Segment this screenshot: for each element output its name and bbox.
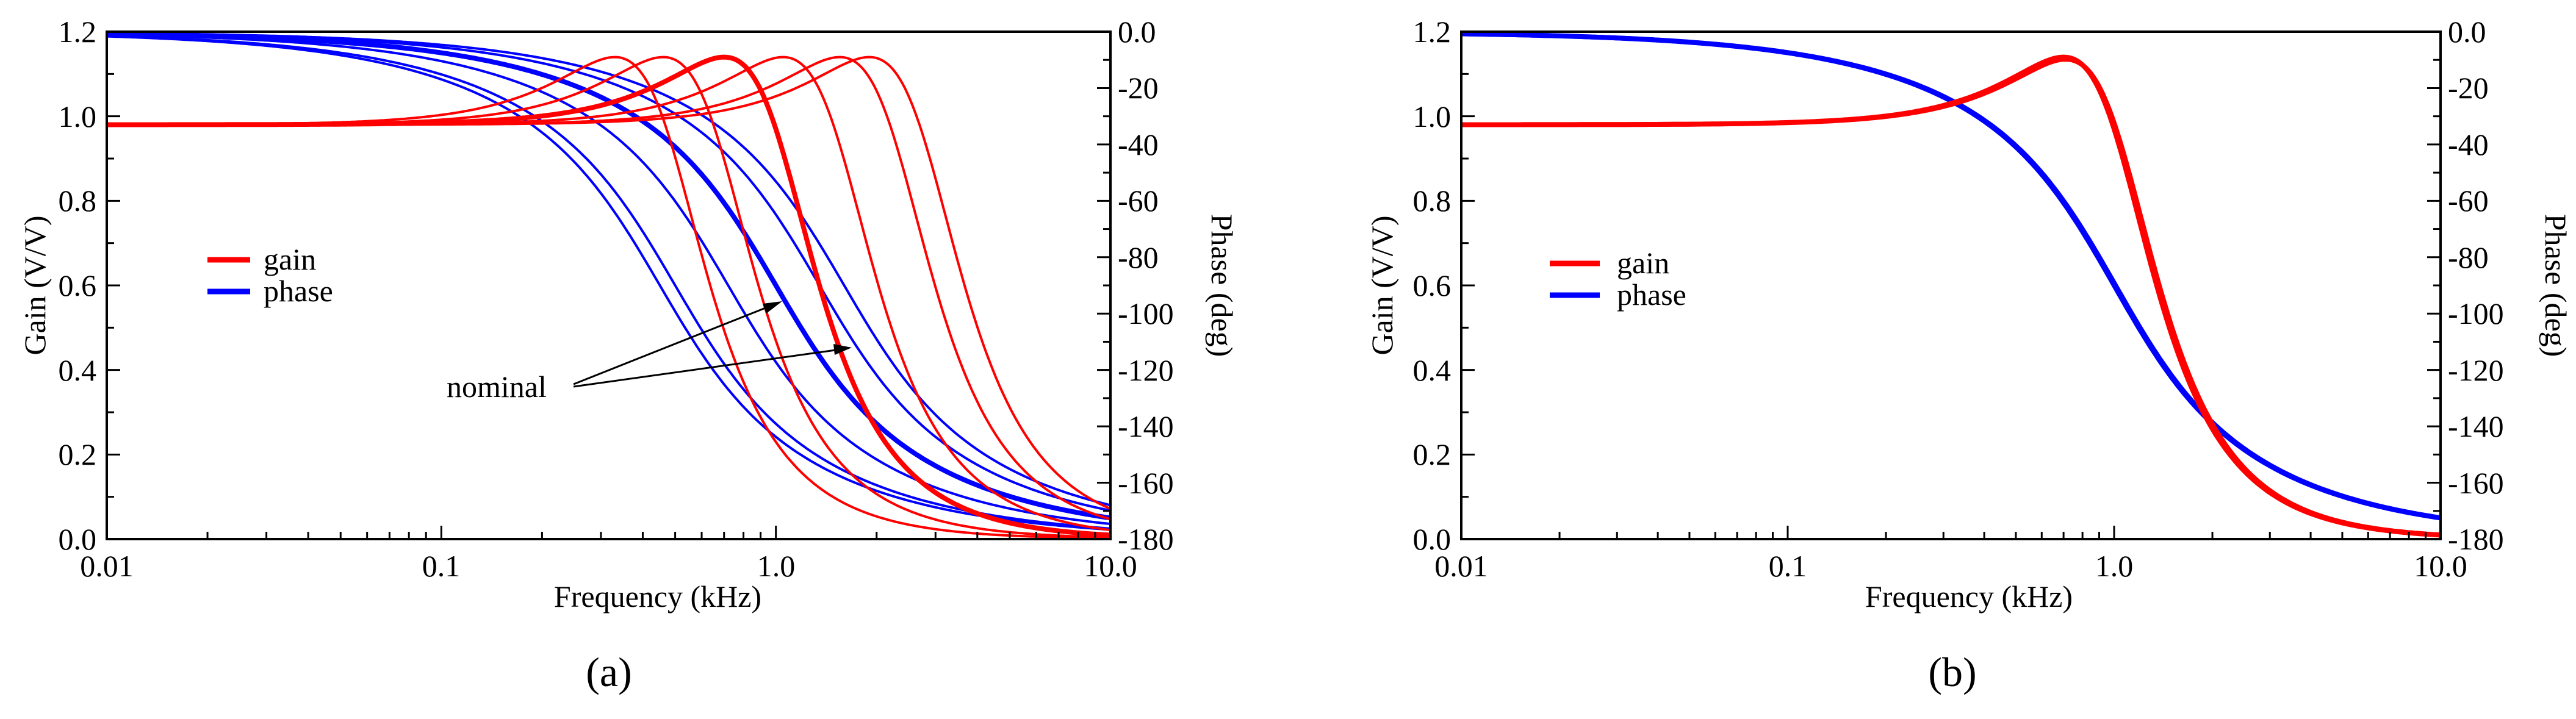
panel-a-ytick-label: 0.0 xyxy=(59,522,97,556)
panel-b-ytick-right-label: -80 xyxy=(2448,240,2489,274)
panel-b-plot-frame xyxy=(1460,30,2442,540)
panel-a-gain-6-line xyxy=(107,55,1111,510)
panel-a: 0.01 0.1 1.0 10.0 0.0 0.2 0.4 0.6 0.8 1.… xyxy=(18,15,1239,695)
panel-b-ytick-label: 0.8 xyxy=(1413,184,1452,218)
panel-a-ytick-label: 0.2 xyxy=(59,437,97,471)
panel-b-ytick-label: 0.0 xyxy=(1413,522,1452,556)
panel-a-ytick-right-label: -40 xyxy=(1118,127,1159,162)
panel-a-phase-3-line xyxy=(106,33,1111,526)
panel-b-ytick-right-label: -160 xyxy=(2448,466,2504,500)
panel-a-ytick-right-label: -140 xyxy=(1118,409,1174,443)
panel-b-ytick-label: 0.2 xyxy=(1413,437,1452,471)
panel-b: 0.01 0.1 1.0 10.0 0.0 0.2 0.4 0.6 0.8 1.… xyxy=(1365,15,2573,695)
panel-b-xtick-label: 0.01 xyxy=(1434,549,1488,583)
panel-b-ytick-label: 0.4 xyxy=(1413,353,1452,387)
panel-a-ytick-label: 1.0 xyxy=(59,99,97,134)
panel-a-ytick-right-label: -120 xyxy=(1118,353,1174,387)
panel-a-ytick-right-label: -80 xyxy=(1118,240,1159,274)
panel-a-ytick-right-label: -60 xyxy=(1118,184,1159,218)
panel-a-annotation-arrowhead-1 xyxy=(763,301,782,313)
panel-a-annotation-text: nominal xyxy=(447,370,547,404)
panel-a-gain-1-line xyxy=(107,55,1111,540)
panel-b-ytick-label: 1.2 xyxy=(1413,15,1452,49)
panel-a-ylabel: Gain (V/V) xyxy=(18,215,52,355)
panel-a-ytick-label: 1.2 xyxy=(59,15,97,49)
panel-a-ytick-label: 0.4 xyxy=(59,353,97,387)
panel-a-xtick-label: 0.01 xyxy=(80,549,134,583)
panel-b-xtick-label: 1.0 xyxy=(2095,549,2134,583)
panel-b-gain-a-line xyxy=(1461,54,2441,538)
panel-b-legend: gain phase xyxy=(1550,246,1686,312)
panel-a-ytick-right-label: -100 xyxy=(1118,296,1174,331)
panel-b-xtick-label: 0.1 xyxy=(1769,549,1807,583)
panel-b-label: (b) xyxy=(1928,649,1976,695)
panel-b-ytick-right-label: -140 xyxy=(2448,409,2504,443)
panel-a-legend-phase-label: phase xyxy=(264,274,333,308)
panel-a-ylabel-right: Phase (deg) xyxy=(1205,214,1239,357)
panel-a-nominal-annotation: nominal xyxy=(447,301,852,404)
panel-a-ytick-right-label: -20 xyxy=(1118,71,1159,105)
panel-a-phase-4-line xyxy=(106,31,1111,521)
panel-b-ytick-right-label: -40 xyxy=(2448,127,2489,162)
panel-b-ytick-right-label: 0.0 xyxy=(2448,15,2486,49)
panel-b-phase-b-line xyxy=(1461,31,2441,521)
panel-a-gain-2-line xyxy=(107,55,1111,539)
panel-b-ytick-right-label: -100 xyxy=(2448,296,2504,331)
panel-a-label: (a) xyxy=(586,649,631,695)
panel-a-curves xyxy=(106,31,1111,540)
panel-b-ylabel-right: Phase (deg) xyxy=(2539,214,2573,357)
panel-a-legend: gain phase xyxy=(207,242,333,308)
panel-a-legend-gain-label: gain xyxy=(264,242,316,276)
panel-b-xlabel: Frequency (kHz) xyxy=(1865,579,2073,613)
panel-b-curves xyxy=(1461,31,2441,538)
panel-a-annotation-arrow-1 xyxy=(573,302,777,385)
panel-a-ytick-right-label: -180 xyxy=(1118,522,1174,556)
panel-a-ytick-right-label: -160 xyxy=(1118,466,1174,500)
panel-b-ticks xyxy=(1460,30,2442,540)
panel-a-ytick-right-label: 0.0 xyxy=(1118,15,1156,49)
panel-b-ytick-right-label: -60 xyxy=(2448,184,2489,218)
panel-a-annotation-arrow-2 xyxy=(573,348,845,388)
panel-a-phase-6-line xyxy=(107,32,1111,507)
panel-b-ylabel: Gain (V/V) xyxy=(1365,215,1399,355)
panel-a-ytick-label: 0.8 xyxy=(59,184,97,218)
panel-a-xlabel: Frequency (kHz) xyxy=(554,579,761,613)
panel-a-xtick-label: 0.1 xyxy=(422,549,461,583)
panel-b-ytick-right-label: -20 xyxy=(2448,71,2489,105)
panel-a-gain-4-line xyxy=(107,55,1111,532)
panel-b-legend-phase-label: phase xyxy=(1617,277,1686,312)
panel-b-ytick-right-label: -180 xyxy=(2448,522,2504,556)
panel-b-ytick-right-label: -120 xyxy=(2448,353,2504,387)
panel-b-xtick-label: 10.0 xyxy=(2414,549,2467,583)
panel-a-xtick-label: 1.0 xyxy=(757,549,796,583)
panel-a-annotation-arrowhead-2 xyxy=(833,344,852,355)
panel-a-phase-1-line xyxy=(106,35,1111,531)
panel-b-ytick-label: 1.0 xyxy=(1413,99,1452,134)
panel-b-legend-gain-label: gain xyxy=(1617,246,1669,280)
panel-b-gain-b-line xyxy=(1461,57,2441,538)
panel-a-xtick-label: 10.0 xyxy=(1084,549,1137,583)
panel-a-phase-2-line xyxy=(106,34,1111,530)
panel-a-ticks xyxy=(106,30,1112,540)
panel-a-ytick-label: 0.6 xyxy=(59,268,97,302)
panel-b-ytick-label: 0.6 xyxy=(1413,268,1452,302)
